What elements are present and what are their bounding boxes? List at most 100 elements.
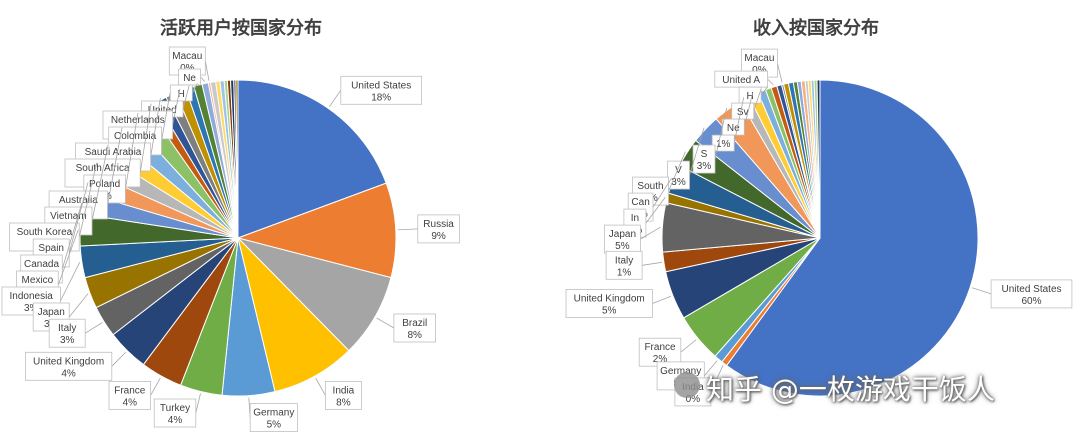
data-label-colombia: Colombia — [114, 131, 157, 142]
leader-line — [150, 377, 161, 396]
data-label-france: France — [114, 385, 146, 396]
leader-line — [640, 226, 661, 240]
data-label-percent: 1% — [716, 139, 731, 150]
pie-active-users: United States18%Russia9%Brazil8%India8%G… — [1, 46, 460, 433]
data-label-indonesia: In — [631, 213, 639, 224]
pie-slice-others-10 — [816, 79, 821, 239]
leader-line — [753, 89, 762, 112]
leader-line — [107, 127, 123, 206]
leader-line — [703, 360, 718, 377]
leader-line — [139, 103, 152, 174]
data-label-united-states: United States — [351, 80, 411, 91]
data-label-percent: 0% — [180, 63, 195, 74]
data-label-percent: 3% — [60, 335, 75, 346]
data-label-percent: 0% — [752, 65, 767, 76]
leader-line — [777, 63, 783, 83]
data-label-japan: Japan — [609, 229, 636, 240]
data-label-netherlands: Netherlands — [111, 115, 165, 126]
data-label-box — [48, 318, 86, 348]
data-label-netherlands: Ne — [727, 123, 740, 134]
data-label-italy: Italy — [58, 323, 76, 334]
data-label-box — [324, 380, 362, 410]
leader-line — [84, 322, 103, 334]
data-label-box — [667, 160, 690, 190]
data-label-box — [249, 403, 298, 433]
data-label-russia: Russia — [423, 219, 454, 230]
leader-line — [767, 78, 774, 86]
data-label-box — [692, 144, 716, 174]
leader-line — [710, 365, 724, 393]
data-label-australia: Australia — [59, 195, 98, 206]
data-label-mexico: Mexico — [22, 275, 54, 286]
data-label-box — [108, 380, 151, 410]
data-label-percent: 2% — [653, 354, 668, 365]
data-label-hong-kong: H — [746, 91, 753, 102]
chart-title-active-users: 活跃用户按国家分布 — [160, 18, 322, 39]
data-label-germany: Germany — [660, 366, 701, 377]
leader-line — [397, 228, 418, 231]
data-label-percent: 18% — [371, 92, 391, 103]
data-label-box — [153, 398, 197, 428]
data-label-france: France — [644, 342, 676, 353]
zhihu-logo-icon — [674, 372, 700, 398]
data-label-vietnam: Vietnam — [50, 211, 87, 222]
leader-line — [743, 92, 754, 128]
leader-line — [652, 295, 672, 304]
data-label-south-korea: South Korea — [17, 227, 73, 238]
data-label-percent: 9% — [431, 231, 446, 242]
data-label-south-korea: South — [637, 181, 663, 192]
leader-line — [68, 182, 89, 254]
pie-slice-russia — [236, 182, 397, 279]
leader-line — [642, 261, 662, 266]
leader-line — [315, 377, 326, 396]
leader-line — [645, 197, 666, 224]
leader-line — [689, 127, 705, 176]
data-label-new-zealand: Ne — [183, 73, 196, 84]
data-label-box — [565, 289, 653, 318]
pie-slice-india — [237, 236, 350, 393]
data-label-box — [990, 279, 1073, 309]
leader-line — [680, 339, 697, 353]
data-label-germany: Germany — [253, 408, 294, 419]
data-label-japan: Japan — [38, 307, 65, 318]
leader-line — [733, 97, 745, 144]
data-label-spain: Spain — [38, 243, 64, 254]
data-label-hong-kong: H — [178, 89, 185, 100]
leader-line — [161, 93, 171, 142]
pie-slice-brazil — [236, 237, 392, 352]
data-label-box — [393, 313, 436, 343]
data-label-poland: Poland — [89, 179, 120, 190]
leader-line — [204, 60, 210, 81]
data-label-indonesia: Indonesia — [10, 291, 54, 302]
leader-line — [61, 202, 83, 270]
data-label-percent: 4% — [61, 368, 76, 379]
leader-line — [57, 229, 79, 286]
leader-line — [68, 293, 89, 318]
data-label-macau: Macau — [744, 53, 774, 64]
watermark: 知乎 @一枚游戏干饭人 — [706, 373, 995, 406]
leader-line — [125, 113, 139, 190]
leader-line — [376, 317, 395, 329]
leader-line — [200, 76, 205, 82]
data-label-turkey: Turkey — [160, 403, 190, 414]
data-label-united-arab-emirates: United A — [722, 75, 760, 86]
leader-line — [78, 162, 98, 238]
leader-line — [182, 85, 190, 110]
data-label-percent: 5% — [267, 420, 282, 431]
data-label-percent: 5% — [615, 241, 630, 252]
pie-slice-united-states — [237, 79, 387, 239]
data-label-brazil: Brazil — [402, 318, 427, 329]
chart-title-revenue: 收入按国家分布 — [753, 18, 879, 39]
data-label-box — [340, 75, 422, 105]
leader-line — [172, 88, 181, 126]
data-label-sweden: Sv — [737, 107, 749, 118]
leader-line — [191, 83, 198, 94]
data-label-percent: 5% — [602, 306, 617, 317]
leader-line — [60, 262, 81, 302]
data-label-india: India — [333, 385, 355, 396]
data-label-united-kingdom: United Kingdom — [574, 294, 645, 305]
data-label-percent: 3% — [697, 161, 712, 172]
